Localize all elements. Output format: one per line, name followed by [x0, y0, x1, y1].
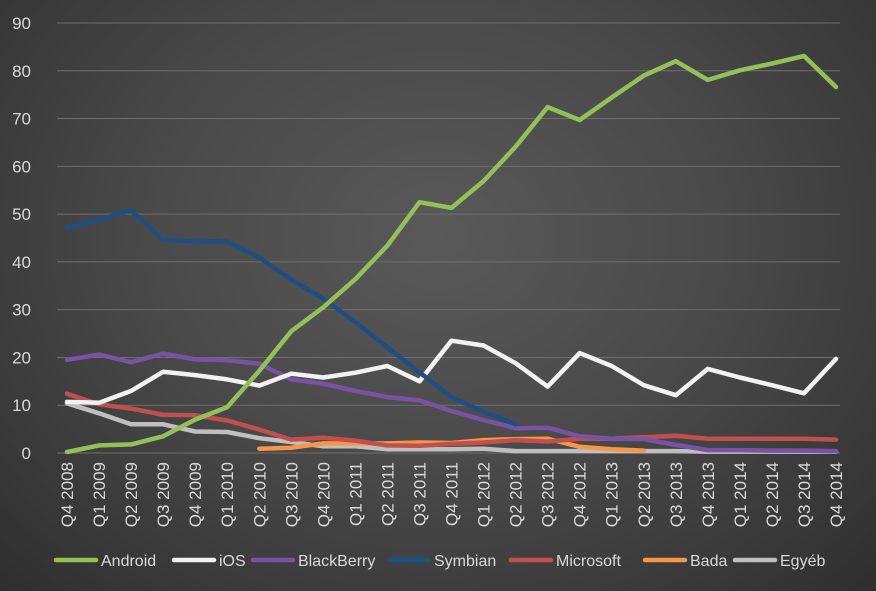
- x-tick-label: Q1 2009: [90, 462, 109, 527]
- series-line-microsoft: [64, 391, 839, 449]
- x-tick-label: Q4 2012: [571, 462, 590, 527]
- series-line-blackberry: [64, 351, 839, 454]
- x-tick-label: Q3 2009: [154, 462, 173, 527]
- x-tick-label: Q3 2010: [282, 462, 301, 527]
- series-line-android: [64, 53, 839, 455]
- legend-label: iOS: [219, 553, 246, 570]
- y-tick-label: 70: [12, 110, 31, 129]
- gridlines: [57, 22, 840, 454]
- x-tick-label: Q4 2009: [186, 462, 205, 527]
- legend-label: Bada: [690, 553, 727, 570]
- y-tick-label: 60: [12, 157, 31, 176]
- legend-label: Microsoft: [556, 553, 621, 570]
- legend-label: Symbian: [434, 553, 496, 570]
- y-axis-ticks: 0 10 20 30 40 50 60 70 80 90: [12, 14, 31, 463]
- legend-label: Android: [101, 553, 156, 570]
- x-tick-label: Q1 2010: [218, 462, 237, 527]
- x-tick-label: Q2 2011: [378, 462, 397, 526]
- y-tick-label: 0: [22, 444, 31, 463]
- x-tick-label: Q3 2011: [410, 462, 429, 526]
- series-line-ios: [64, 338, 839, 406]
- series-lines: [64, 53, 839, 455]
- y-tick-label: 40: [12, 253, 31, 272]
- x-tick-label: Q3 2013: [667, 462, 686, 527]
- y-tick-label: 80: [12, 62, 31, 81]
- x-tick-label: Q1 2011: [346, 462, 365, 526]
- y-tick-label: 30: [12, 301, 31, 320]
- x-tick-label: Q2 2013: [635, 462, 654, 527]
- legend-label: BlackBerry: [298, 553, 375, 570]
- x-tick-label: Q2 2012: [507, 462, 526, 527]
- x-tick-label: Q4 2014: [827, 462, 846, 527]
- y-tick-label: 50: [12, 205, 31, 224]
- x-tick-label: Q1 2013: [603, 462, 622, 527]
- x-tick-label: Q2 2009: [122, 462, 141, 527]
- series-line-symbian: [64, 208, 518, 427]
- x-axis-ticks: Q4 2008 Q1 2009 Q2 2009 Q3 2009 Q4 2009 Q1 20…: [58, 462, 846, 527]
- x-tick-label: Q1 2014: [731, 462, 750, 527]
- x-tick-label: Q2 2010: [250, 462, 269, 527]
- x-tick-label: Q2 2014: [763, 462, 782, 527]
- x-tick-label: Q4 2011: [443, 462, 462, 526]
- x-tick-label: Q1 2012: [475, 462, 494, 527]
- legend: Android iOS BlackBerry Symbian Microsoft Bada…: [53, 553, 825, 570]
- y-tick-label: 10: [12, 396, 31, 415]
- x-tick-label: Q4 2013: [699, 462, 718, 527]
- y-tick-label: 20: [12, 348, 31, 367]
- y-tick-label: 90: [12, 14, 31, 33]
- x-tick-label: Q4 2010: [314, 462, 333, 527]
- x-tick-label: Q4 2008: [58, 462, 77, 527]
- legend-label: Egyéb: [780, 553, 825, 570]
- x-tick-label: Q3 2012: [539, 462, 558, 527]
- x-tick-label: Q3 2014: [795, 462, 814, 527]
